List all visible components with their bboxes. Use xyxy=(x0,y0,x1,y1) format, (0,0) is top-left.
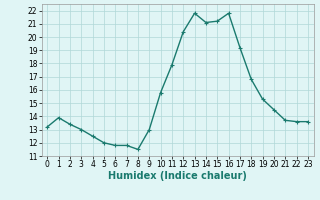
X-axis label: Humidex (Indice chaleur): Humidex (Indice chaleur) xyxy=(108,171,247,181)
